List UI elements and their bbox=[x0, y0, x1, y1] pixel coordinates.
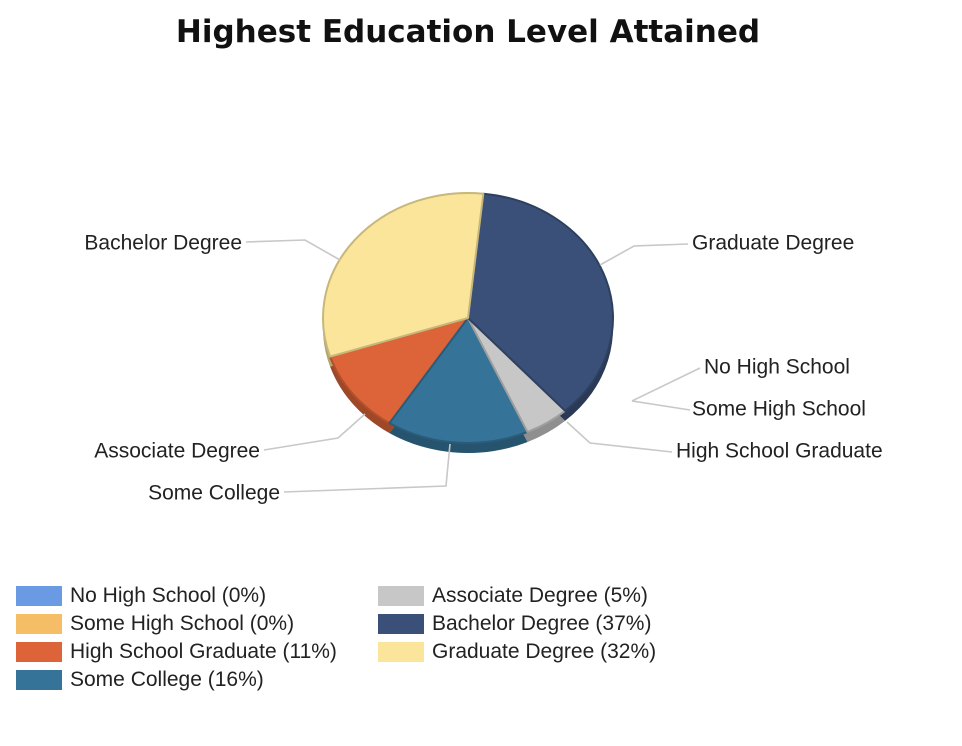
legend-label: Bachelor Degree (37%) bbox=[432, 612, 652, 635]
pie-slice-high-school-graduate bbox=[329, 317, 469, 425]
leader-line-some-high-school bbox=[631, 400, 691, 411]
leader-line-associate-degree bbox=[263, 413, 366, 451]
leader-line-bachelor-degree bbox=[245, 239, 341, 261]
pie-slices bbox=[322, 192, 614, 444]
legend-label: Some High School (0%) bbox=[70, 612, 295, 635]
legend-label: No High School (0%) bbox=[70, 584, 267, 607]
slice-label-some-high-school: Some High School bbox=[692, 398, 866, 421]
legend-item-associate-degree: Associate Degree (5%) bbox=[378, 582, 656, 610]
legend-swatch bbox=[16, 614, 62, 634]
pie-callout-labels: No High School Some High School High Schoo… bbox=[84, 232, 882, 505]
slice-label-no-high-school: No High School bbox=[704, 356, 850, 379]
pie-slice-graduate-degree bbox=[322, 192, 485, 358]
legend-label: Graduate Degree (32%) bbox=[432, 640, 657, 663]
legend-label: Associate Degree (5%) bbox=[432, 584, 648, 607]
legend-swatch bbox=[16, 670, 62, 690]
legend-item-high-school-graduate: High School Graduate (11%) bbox=[16, 638, 337, 666]
legend-label: Some College (16%) bbox=[70, 668, 264, 691]
slice-label-graduate-degree: Graduate Degree bbox=[692, 232, 854, 255]
legend-swatch bbox=[378, 642, 424, 662]
legend-swatch bbox=[16, 642, 62, 662]
legend-item-no-high-school: No High School (0%) bbox=[16, 582, 337, 610]
legend-swatch bbox=[378, 614, 424, 634]
slice-label-associate-degree: Associate Degree bbox=[94, 440, 260, 463]
leader-line-graduate-degree bbox=[599, 243, 689, 266]
legend-item-bachelor-degree: Bachelor Degree (37%) bbox=[378, 610, 656, 638]
leader-line-some-college bbox=[283, 443, 451, 493]
pie-slice-bachelor-degree bbox=[467, 192, 614, 412]
pie-leader-lines bbox=[245, 239, 701, 493]
legend-column-2: Associate Degree (5%) Bachelor Degree (37… bbox=[378, 582, 656, 666]
legend-column-1: No High School (0%) Some High School (0%)… bbox=[16, 582, 337, 694]
legend-item-graduate-degree: Graduate Degree (32%) bbox=[378, 638, 656, 666]
chart-title: Highest Education Level Attained bbox=[175, 14, 761, 50]
legend-swatch bbox=[378, 586, 424, 606]
slice-label-some-college: Some College bbox=[148, 482, 280, 505]
legend-label: High School Graduate (11%) bbox=[70, 640, 337, 663]
slice-label-high-school-graduate: High School Graduate bbox=[676, 440, 883, 463]
legend-swatch bbox=[16, 586, 62, 606]
legend-item-some-college: Some College (16%) bbox=[16, 666, 337, 694]
legend: No High School (0%) Some High School (0%)… bbox=[16, 582, 716, 698]
legend-item-some-high-school: Some High School (0%) bbox=[16, 610, 337, 638]
pie-slice-some-college bbox=[388, 317, 529, 444]
slice-label-bachelor-degree: Bachelor Degree bbox=[84, 232, 242, 255]
leader-line-high-school-graduate bbox=[566, 421, 673, 453]
leader-line-no-high-school bbox=[631, 367, 701, 402]
